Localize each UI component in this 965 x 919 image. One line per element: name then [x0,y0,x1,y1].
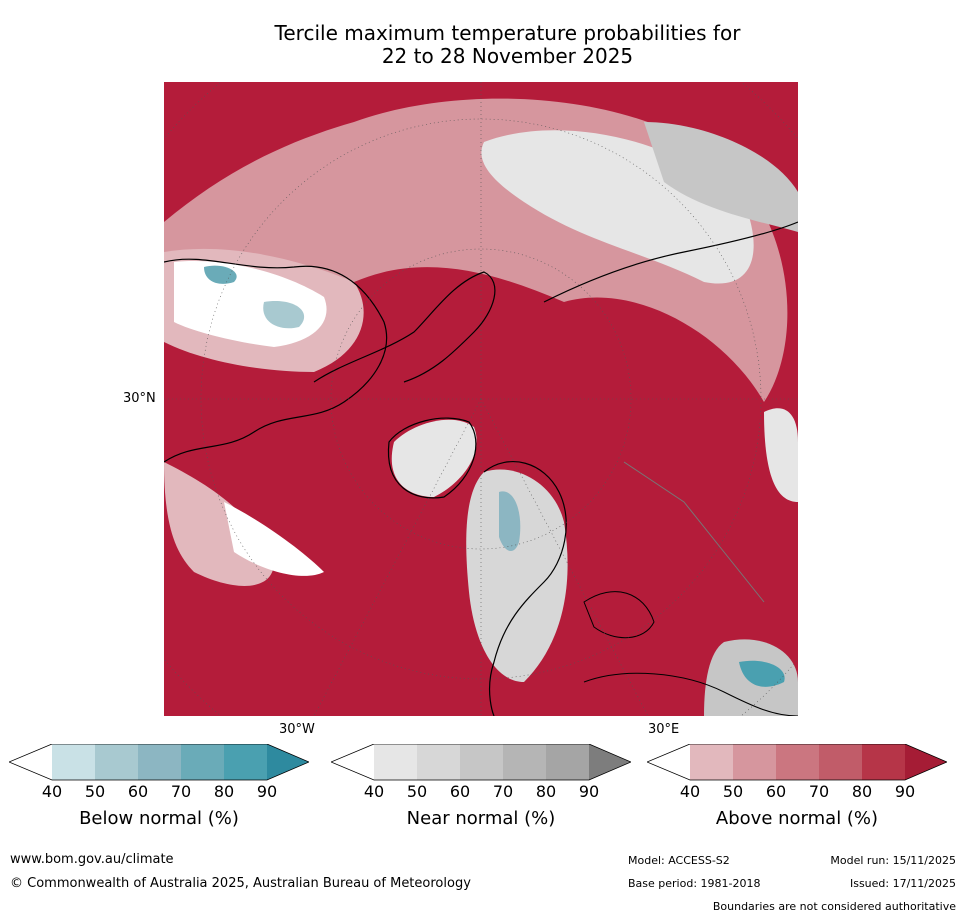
map-region-greenland-near-normal [391,419,477,497]
map-region-east-near-normal [764,408,798,502]
colorbar-near-segment-40-50 [374,744,417,780]
boundaries-disclaimer: Boundaries are not considered authoritat… [712,900,956,913]
coastline-caspian [583,591,655,639]
colorbar-near-segment-min [331,744,374,780]
colorbar-near-segment-50-60 [417,744,460,780]
map-region-middle-east-below [739,660,785,687]
map-region-near-normal-east [644,122,798,232]
colorbar-above-segment-70-80 [819,744,862,780]
colorbar-above-normal-scale [647,744,947,781]
colorbar-near-normal-scale [331,744,631,781]
colorbar-above-tick: 60 [765,782,787,801]
colorbar-below-segment-50-60 [95,744,138,780]
colorbar-below-tick: 50 [84,782,106,801]
colorbar-above-tick: 90 [894,782,916,801]
colorbar-near-segment-80-90 [546,744,589,780]
map-region-europe-near-normal [466,469,568,682]
colorbar-below-tick: 80 [213,782,235,801]
longitude-label-30e: 30°E [648,722,680,737]
colorbar-below-segment-40-50 [52,744,95,780]
latitude-label-30n: 30°N [123,391,156,406]
colorbar-below-normal: 40 50 60 70 80 90 [9,744,309,802]
colorbar-below-tick: 70 [170,782,192,801]
colorbar-above-segment-50-60 [733,744,776,780]
title-line-1: Tercile maximum temperature probabilitie… [274,21,741,45]
colorbar-below-outline [9,744,309,781]
coastline-europe [483,461,567,716]
colorbar-above-tick: 50 [722,782,744,801]
colorbar-near-tick: 80 [535,782,557,801]
colorbar-below-normal-scale [9,744,309,781]
map-region-pacific-white [224,502,324,576]
colorbar-below-tick: 40 [41,782,63,801]
colorbar-near-segment-70-80 [503,744,546,780]
colorbar-below-segment-min [9,744,52,780]
copyright-text: © Commonwealth of Australia 2025, Austra… [10,876,471,891]
colorbar-above-segment-60-70 [776,744,819,780]
issued-text: Issued: 17/11/2025 [849,877,956,890]
colorbar-above-tick: 80 [851,782,873,801]
colorbar-near-ticks: 40 50 60 70 80 90 [331,782,631,802]
colorbar-above-ticks: 40 50 60 70 80 90 [647,782,947,802]
model-text: Model: ACCESS-S2 [628,854,730,867]
coastline-siberia [543,221,798,303]
graticule-60n [330,248,632,550]
colorbar-below-tick: 60 [127,782,149,801]
website-link[interactable]: www.bom.gov.au/climate [10,852,174,867]
colorbar-near-normal: 40 50 60 70 80 90 [331,744,631,802]
coastline-mediterranean [583,672,798,716]
colorbar-above-segment-max [905,744,947,780]
colorbar-above-outline [647,744,947,781]
colorbar-near-tick: 90 [578,782,600,801]
colorbar-below-tick: 90 [256,782,278,801]
model-run-text: Model run: 15/11/2025 [830,854,956,867]
map-title: Tercile maximum temperature probabilitie… [160,22,855,68]
longitude-label-30w: 30°W [279,722,315,737]
colorbar-near-segment-60-70 [460,744,503,780]
colorbar-near-outline [331,744,631,781]
colorbar-below-segment-70-80 [181,744,224,780]
colorbar-below-label: Below normal (%) [79,808,239,829]
colorbar-above-tick: 70 [808,782,830,801]
map-region-below-80 [204,265,237,284]
colorbar-below-segment-80-90 [224,744,267,780]
colorbar-above-segment-min [647,744,690,780]
colorbar-near-tick: 60 [449,782,471,801]
forecast-map [164,82,798,716]
map-region-below-60 [263,301,305,329]
coastline-greenland [387,417,477,499]
colorbar-near-tick: 50 [406,782,428,801]
title-line-2: 22 to 28 November 2025 [381,44,634,68]
colorbar-above-segment-40-50 [690,744,733,780]
colorbar-near-tick: 40 [363,782,385,801]
colorbar-near-segment-max [589,744,631,780]
coastline-arctic-islands [313,271,496,383]
colorbar-above-label: Above normal (%) [715,808,879,829]
base-period-text: Base period: 1981-2018 [628,877,761,890]
colorbar-near-tick: 70 [492,782,514,801]
colorbar-below-segment-60-70 [138,744,181,780]
coastline-north-america [164,258,388,463]
map-svg [164,82,798,716]
colorbar-above-tick: 40 [679,782,701,801]
colorbar-above-segment-80-90 [862,744,905,780]
colorbar-below-ticks: 40 50 60 70 80 90 [9,782,309,802]
border-lines [623,461,765,603]
colorbar-below-segment-max [267,744,309,780]
colorbar-above-normal: 40 50 60 70 80 90 [647,744,947,802]
colorbar-near-label: Near normal (%) [406,808,556,829]
map-region-scandinavia-below [499,491,521,552]
